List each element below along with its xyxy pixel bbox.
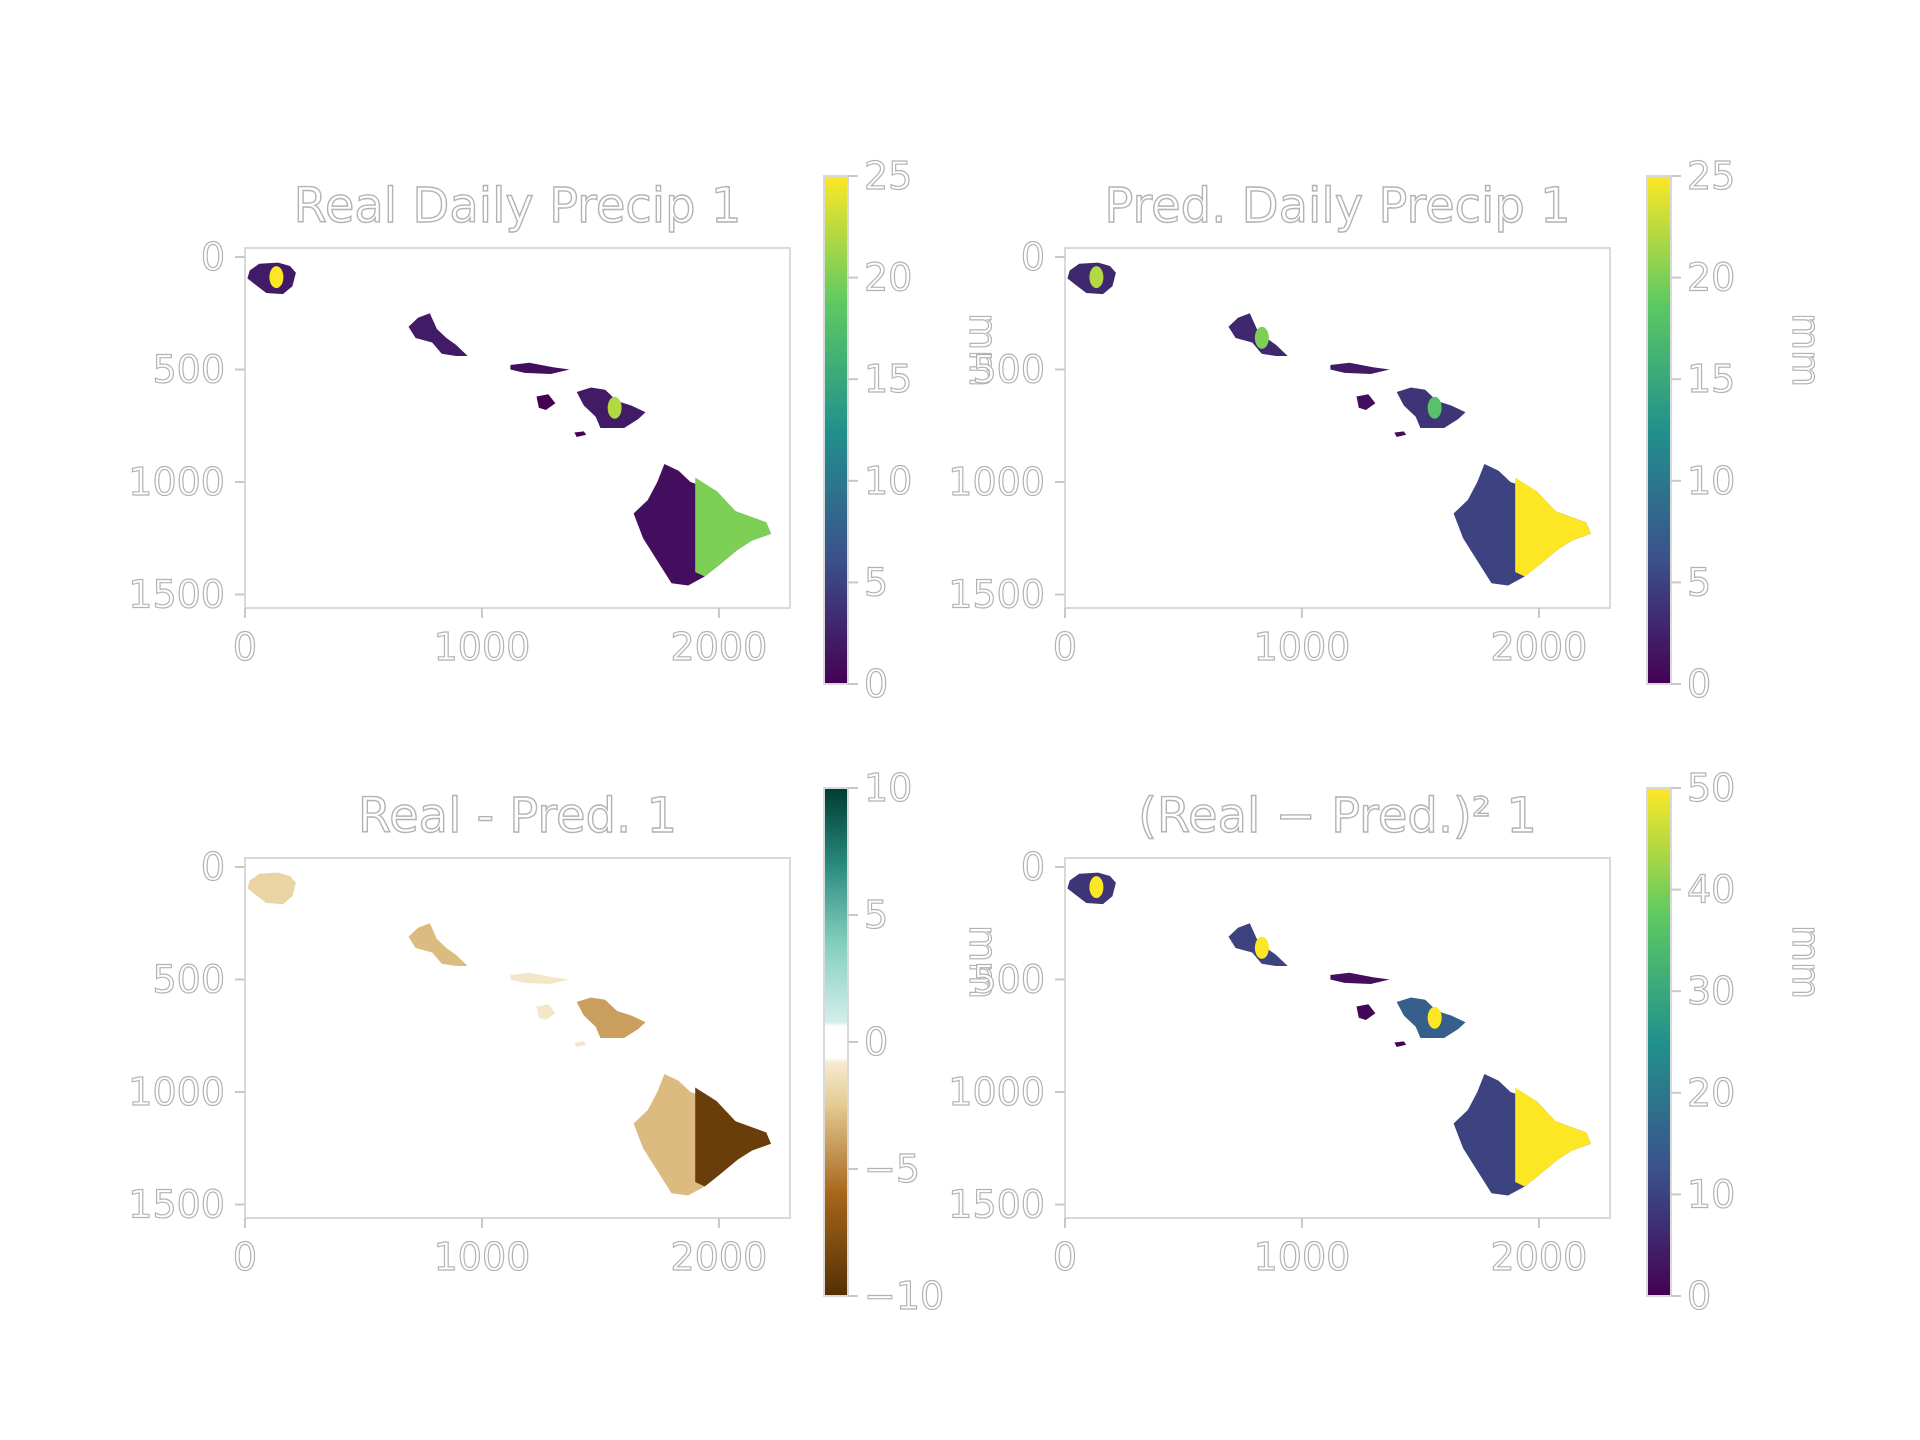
colorbar-tick-label: 15 [1687, 357, 1735, 401]
colorbar-tick-label: 25 [1687, 154, 1735, 198]
y-tick-label: 0 [201, 845, 225, 889]
colorbar-tick-label: −5 [864, 1147, 920, 1191]
colorbar-tick-label: −10 [864, 1274, 944, 1318]
panel-3: Real - Pred. 1 0 1000 2000 0 500 1000 1500 10 5 0 −… [128, 766, 1005, 1318]
x-tick-label: 2000 [1491, 1235, 1588, 1279]
x-tick-label: 2000 [671, 1235, 768, 1279]
colorbar-tick-label: 20 [864, 256, 912, 300]
panel-title: Real Daily Precip 1 [294, 178, 742, 234]
colorbar [1647, 788, 1671, 1296]
y-tick-label: 1500 [128, 1183, 225, 1227]
colorbar-tick-label: 0 [1687, 1274, 1711, 1318]
y-tick-label: 1000 [128, 1070, 225, 1114]
x-tick-label: 1000 [1254, 1235, 1351, 1279]
y-tick-label: 1000 [948, 1070, 1045, 1114]
y-tick-label: 500 [972, 348, 1045, 392]
colorbar-tick-label: 0 [864, 1020, 888, 1064]
island-oahu-peak [1255, 937, 1269, 959]
island-maui-peak [1428, 1007, 1442, 1029]
x-tick-label: 2000 [671, 625, 768, 669]
island-kauai-peak [1089, 266, 1103, 288]
colorbar-tick-label: 30 [1687, 969, 1735, 1013]
y-tick-label: 0 [1021, 845, 1045, 889]
y-tick-label: 0 [201, 235, 225, 279]
x-tick-label: 2000 [1491, 625, 1588, 669]
y-tick-label: 500 [152, 958, 225, 1002]
colorbar-tick-label: 20 [1687, 256, 1735, 300]
x-tick-label: 1000 [434, 625, 531, 669]
y-tick-label: 1500 [948, 573, 1045, 617]
y-tick-label: 1000 [128, 460, 225, 504]
colorbar-tick-label: 0 [1687, 662, 1711, 706]
colorbar-tick-label: 10 [1687, 1172, 1735, 1216]
colorbar-tick-label: 0 [864, 662, 888, 706]
colorbar [824, 788, 848, 1296]
y-tick-label: 500 [152, 348, 225, 392]
y-tick-label: 1500 [128, 573, 225, 617]
y-tick-label: 0 [1021, 235, 1045, 279]
x-tick-label: 0 [1053, 1235, 1077, 1279]
x-tick-label: 0 [233, 625, 257, 669]
panel-2: Pred. Daily Precip 10 1000 200005001000150… [948, 154, 1828, 706]
colorbar-label: mm [1784, 313, 1828, 387]
colorbar-tick-label: 5 [1687, 560, 1711, 604]
colorbar-tick-label: 25 [864, 154, 912, 198]
colorbar [1647, 176, 1671, 684]
colorbar-tick-label: 15 [864, 357, 912, 401]
panel-title: Pred. Daily Precip 1 [1104, 178, 1570, 234]
panel-4: (Real − Pred.)² 10 1000 200005001000150001… [948, 766, 1828, 1318]
y-tick-label: 500 [972, 958, 1045, 1002]
island-kauai-peak [269, 266, 283, 288]
colorbar-tick-label: 10 [864, 766, 912, 810]
island-maui-peak [1428, 397, 1442, 419]
colorbar-tick-label: 5 [864, 560, 888, 604]
colorbar-tick-label: 10 [864, 459, 912, 503]
panel-1: Real Daily Precip 1 0 1000 2000 0 500 1000 1500… [128, 154, 1005, 706]
x-tick-label: 1000 [434, 1235, 531, 1279]
y-tick-label: 1000 [948, 460, 1045, 504]
colorbar-tick-label: 10 [1687, 459, 1735, 503]
colorbar-tick-label: 20 [1687, 1071, 1735, 1115]
x-tick-label: 0 [1053, 625, 1077, 669]
colorbar-tick-label: 40 [1687, 868, 1735, 912]
colorbar-label: mm [1784, 925, 1828, 999]
colorbar-tick-label: 50 [1687, 766, 1735, 810]
island-kauai-peak [1089, 876, 1103, 898]
island-maui-peak [608, 397, 622, 419]
x-tick-label: 0 [233, 1235, 257, 1279]
panel-title: (Real − Pred.)² 1 [1138, 788, 1537, 844]
y-tick-label: 1500 [948, 1183, 1045, 1227]
panel-title: Real - Pred. 1 [358, 788, 677, 844]
colorbar-tick-label: 5 [864, 893, 888, 937]
colorbar [824, 176, 848, 684]
x-tick-label: 1000 [1254, 625, 1351, 669]
island-oahu-peak [1255, 327, 1269, 349]
